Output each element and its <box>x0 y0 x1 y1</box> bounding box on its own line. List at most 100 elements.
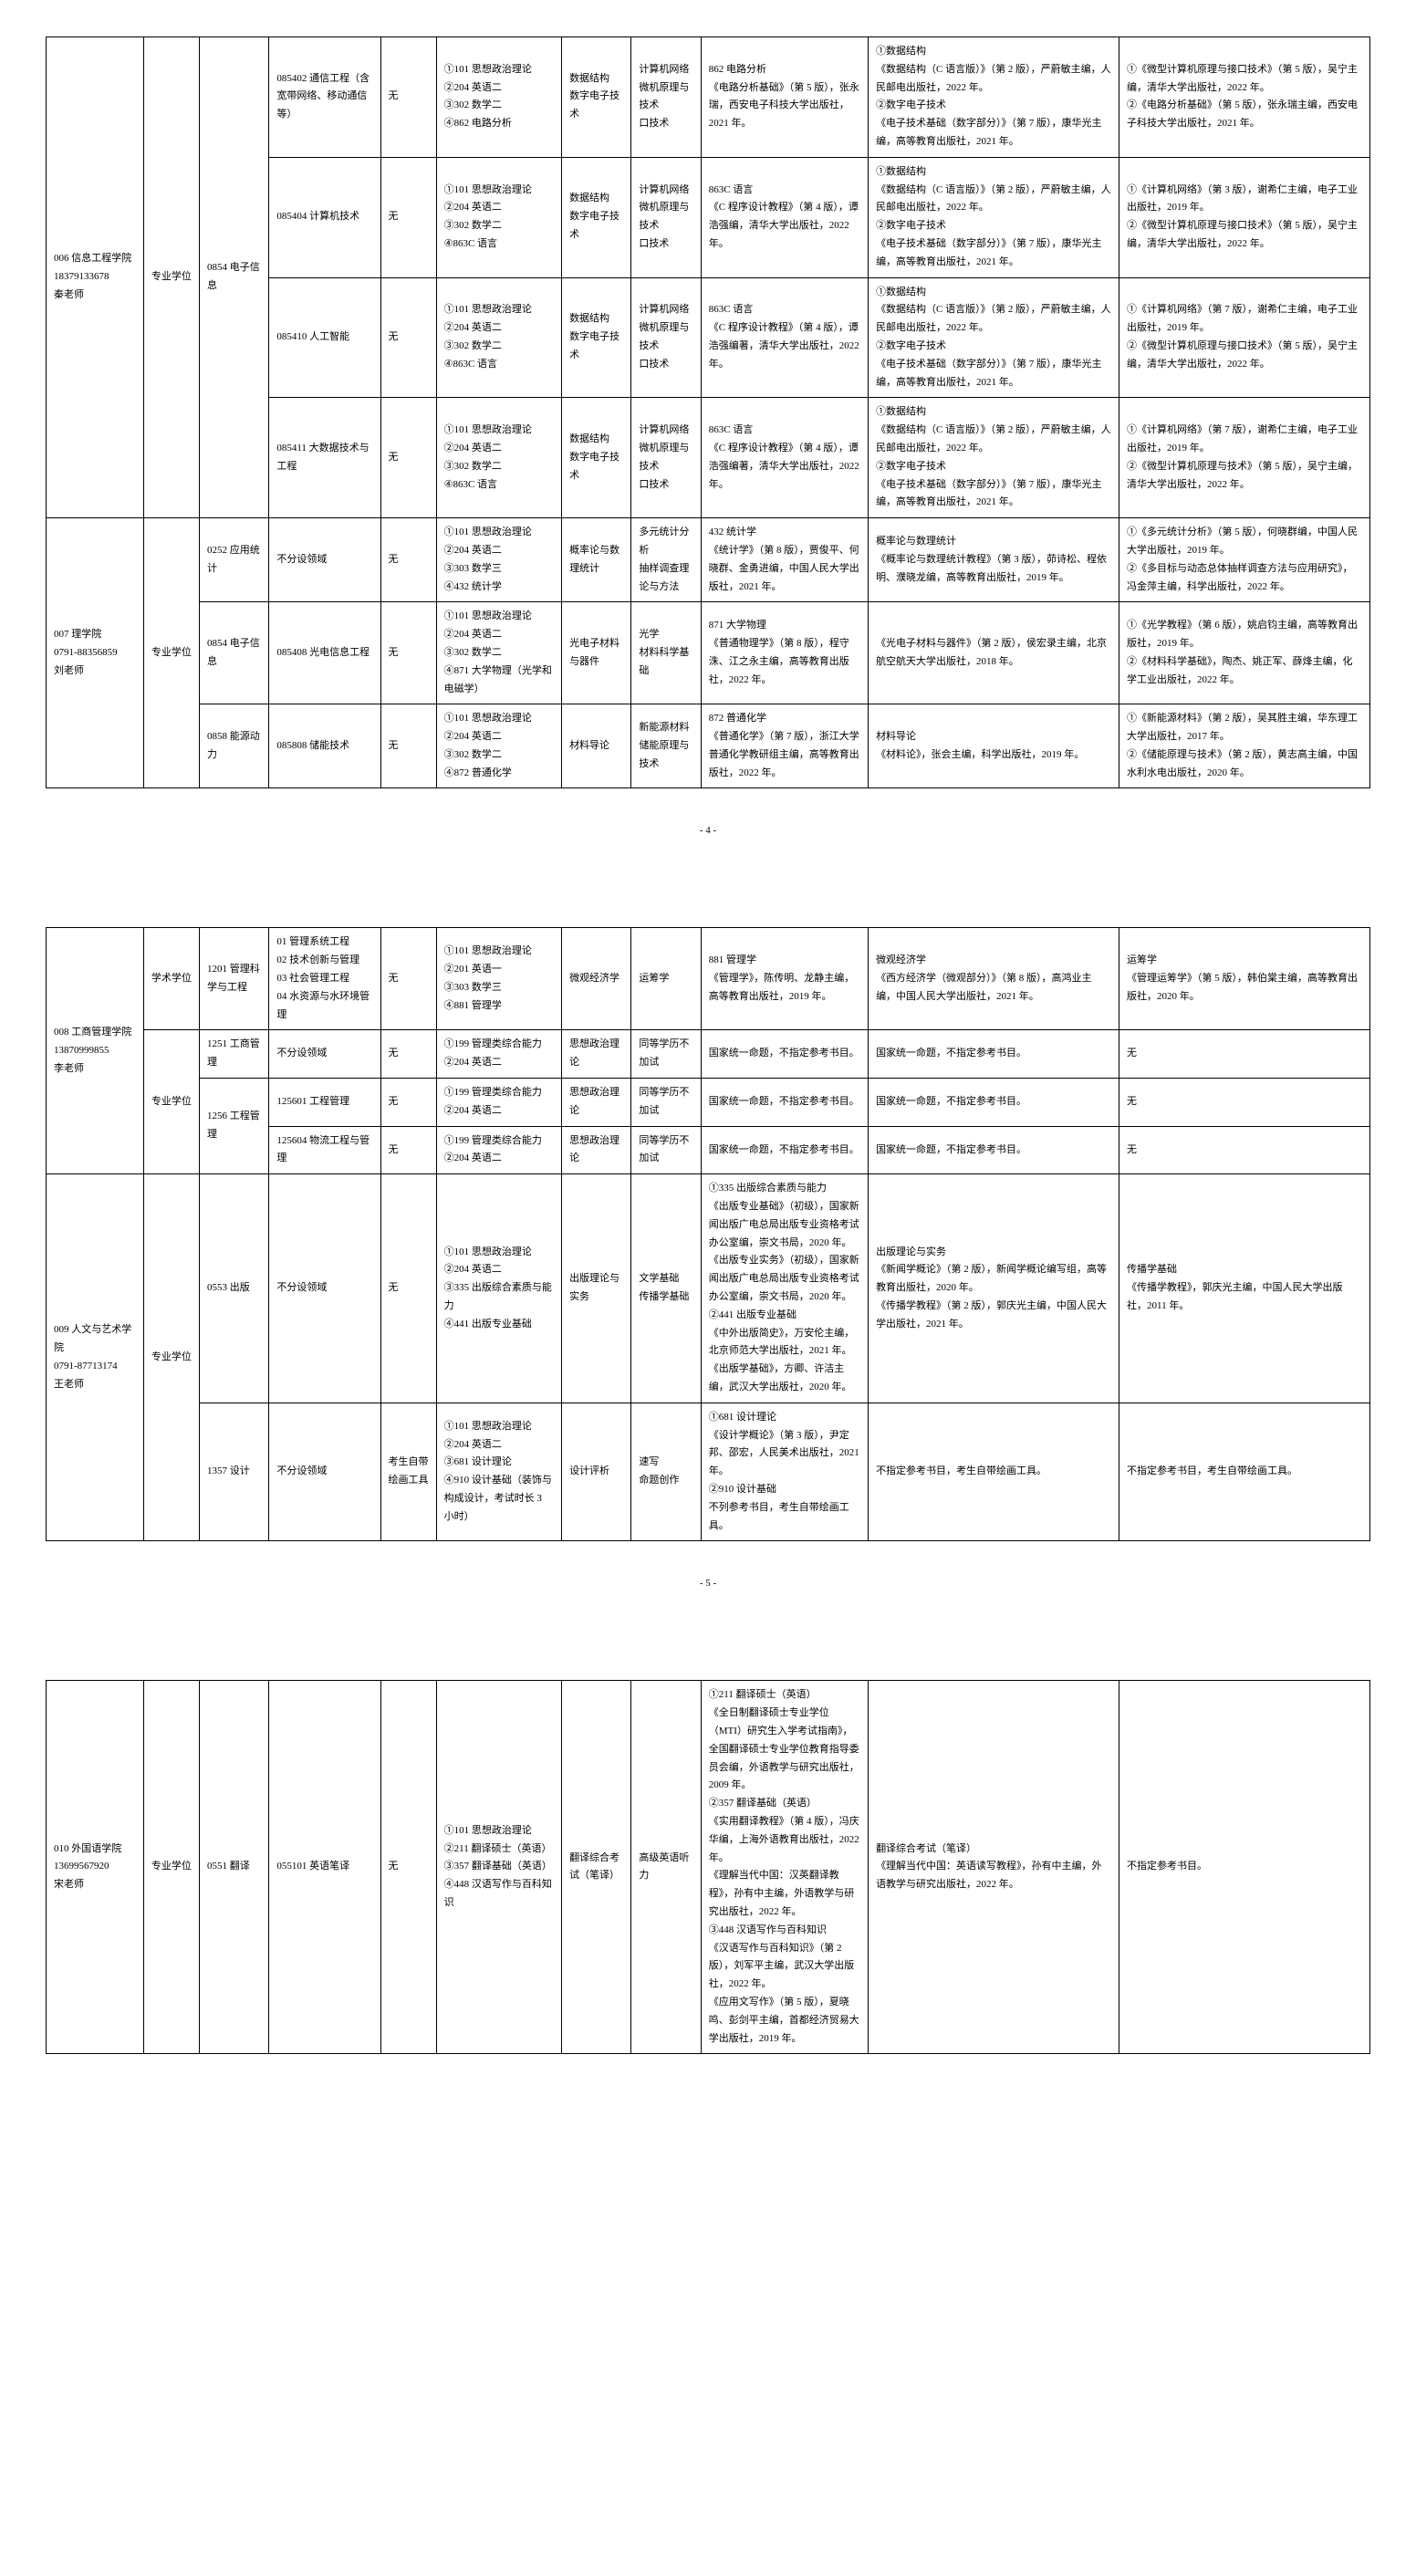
table-row: 007 理学院0791-88356859刘老师专业学位0252 应用统计不分设领… <box>47 518 1370 602</box>
direction-cell: 无 <box>380 1681 436 2054</box>
direction-cell: 考生自带绘画工具 <box>380 1403 436 1541</box>
ref1-cell: 不指定参考书目，考生自带绘画工具。 <box>869 1403 1119 1541</box>
ref2-cell: 传播学基础《传播学教程》，郭庆光主编，中国人民大学出版社，2011 年。 <box>1119 1174 1369 1403</box>
ref1-cell: 国家统一命题，不指定参考书目。 <box>869 1030 1119 1079</box>
exam-cell: ①101 思想政治理论②204 英语二③681 设计理论④910 设计基础（装饰… <box>436 1403 561 1541</box>
major-cell: 085808 储能技术 <box>269 704 380 788</box>
ref1-cell: 材料导论《材料论》，张会主编，科学出版社，2019 年。 <box>869 704 1119 788</box>
ref1-cell: ①数据结构《数据结构（C 语言版）》（第 2 版），严蔚敏主编，人民邮电出版社，… <box>869 157 1119 277</box>
subject2-cell: 同等学历不加试 <box>631 1126 701 1174</box>
subject1-cell: 思想政治理论 <box>562 1079 631 1127</box>
exam-cell: ①199 管理类综合能力②204 英语二 <box>436 1079 561 1127</box>
category-cell: 1357 设计 <box>199 1403 268 1541</box>
subject2-cell: 高级英语听力 <box>631 1681 701 2054</box>
subject3-cell: 863C 语言《C 程序设计教程》（第 4 版），谭浩强编著，清华大学出版社，2… <box>701 398 868 518</box>
major-cell: 085408 光电信息工程 <box>269 602 380 704</box>
subject3-cell: 国家统一命题，不指定参考书目。 <box>701 1030 868 1079</box>
subject2-cell: 同等学历不加试 <box>631 1079 701 1127</box>
page-3: 010 外国语学院13699567920宋老师专业学位0551 翻译055101… <box>0 1643 1416 2072</box>
subject3-cell: ①335 出版综合素质与能力《出版专业基础》（初级），国家新闻出版广电总局出版专… <box>701 1174 868 1403</box>
category-cell: 0854 电子信息 <box>199 37 268 518</box>
ref1-cell: 微观经济学《西方经济学（微观部分）》（第 8 版），高鸿业主编，中国人民大学出版… <box>869 928 1119 1030</box>
table-row: 专业学位1251 工商管理不分设领域无①199 管理类综合能力②204 英语二思… <box>47 1030 1370 1079</box>
major-cell: 085410 人工智能 <box>269 277 380 398</box>
exam-cell: ①101 思想政治理论②204 英语二③302 数学二④862 电路分析 <box>436 37 561 158</box>
subject3-cell: 872 普通化学《普通化学》（第 7 版），浙江大学普通化学教研组主编，高等教育… <box>701 704 868 788</box>
degree-cell: 专业学位 <box>143 1681 199 2054</box>
major-cell: 不分设领域 <box>269 1030 380 1079</box>
table-page-1: 006 信息工程学院18379133678秦老师专业学位0854 电子信息085… <box>46 37 1370 788</box>
ref1-cell: 翻译综合考试（笔译）《理解当代中国：英语读写教程》，孙有中主编，外语教学与研究出… <box>869 1681 1119 2054</box>
category-cell: 0252 应用统计 <box>199 518 268 602</box>
direction-cell: 无 <box>380 37 436 158</box>
ref2-cell: ①《计算机网络》（第 7 版），谢希仁主编，电子工业出版社，2019 年。②《微… <box>1119 277 1369 398</box>
table-row: 1357 设计不分设领域考生自带绘画工具①101 思想政治理论②204 英语二③… <box>47 1403 1370 1541</box>
subject2-cell: 文学基础传播学基础 <box>631 1174 701 1403</box>
major-cell: 125604 物流工程与管理 <box>269 1126 380 1174</box>
major-cell: 不分设领域 <box>269 518 380 602</box>
exam-cell: ①199 管理类综合能力②204 英语二 <box>436 1030 561 1079</box>
subject3-cell: 862 电路分析《电路分析基础》（第 5 版），张永瑞，西安电子科技大学出版社，… <box>701 37 868 158</box>
ref1-cell: ①数据结构《数据结构（C 语言版）》（第 2 版），严蔚敏主编，人民邮电出版社，… <box>869 277 1119 398</box>
table-row: 0854 电子信息085408 光电信息工程无①101 思想政治理论②204 英… <box>47 602 1370 704</box>
exam-cell: ①101 思想政治理论②211 翻译硕士（英语）③357 翻译基础（英语）④44… <box>436 1681 561 2054</box>
subject2-cell: 计算机网络微机原理与技术口技术 <box>631 157 701 277</box>
direction-cell: 无 <box>380 602 436 704</box>
subject2-cell: 运筹学 <box>631 928 701 1030</box>
major-cell: 125601 工程管理 <box>269 1079 380 1127</box>
dept-cell: 008 工商管理学院13870999855李老师 <box>47 928 144 1174</box>
major-cell: 085404 计算机技术 <box>269 157 380 277</box>
subject3-cell: ①681 设计理论《设计学概论》（第 3 版），尹定邦、邵宏，人民美术出版社，2… <box>701 1403 868 1541</box>
table-row: 009 人文与艺术学院0791-87713174王老师专业学位0553 出版不分… <box>47 1174 1370 1403</box>
direction-cell: 无 <box>380 704 436 788</box>
table-row: 010 外国语学院13699567920宋老师专业学位0551 翻译055101… <box>47 1681 1370 2054</box>
subject3-cell: 881 管理学《管理学》，陈传明、龙静主编，高等教育出版社，2019 年。 <box>701 928 868 1030</box>
category-cell: 0858 能源动力 <box>199 704 268 788</box>
major-cell: 01 管理系统工程02 技术创新与管理03 社会管理工程04 水资源与水环境管理 <box>269 928 380 1030</box>
major-cell: 085411 大数据技术与工程 <box>269 398 380 518</box>
ref2-cell: 不指定参考书目。 <box>1119 1681 1369 2054</box>
subject1-cell: 设计评析 <box>562 1403 631 1541</box>
direction-cell: 无 <box>380 398 436 518</box>
exam-cell: ①101 思想政治理论②204 英语二③302 数学二④863C 语言 <box>436 398 561 518</box>
subject1-cell: 数据结构数字电子技术 <box>562 37 631 158</box>
page-number-5: - 5 - <box>0 1559 1416 1643</box>
table-row: 0858 能源动力085808 储能技术无①101 思想政治理论②204 英语二… <box>47 704 1370 788</box>
ref2-cell: ①《多元统计分析》（第 5 版），何晓群编，中国人民大学出版社，2019 年。②… <box>1119 518 1369 602</box>
direction-cell: 无 <box>380 1126 436 1174</box>
table-row: 1256 工程管理125601 工程管理无①199 管理类综合能力②204 英语… <box>47 1079 1370 1127</box>
direction-cell: 无 <box>380 1079 436 1127</box>
major-cell: 055101 英语笔译 <box>269 1681 380 2054</box>
dept-cell: 009 人文与艺术学院0791-87713174王老师 <box>47 1174 144 1541</box>
subject1-cell: 出版理论与实务 <box>562 1174 631 1403</box>
subject1-cell: 概率论与数理统计 <box>562 518 631 602</box>
subject1-cell: 数据结构数字电子技术 <box>562 157 631 277</box>
exam-cell: ①101 思想政治理论②204 英语二③302 数学二④863C 语言 <box>436 277 561 398</box>
subject2-cell: 计算机网络微机原理与技术口技术 <box>631 37 701 158</box>
subject3-cell: 871 大学物理《普通物理学》（第 8 版），程守洙、江之永主编，高等教育出版社… <box>701 602 868 704</box>
dept-cell: 006 信息工程学院18379133678秦老师 <box>47 37 144 518</box>
subject1-cell: 思想政治理论 <box>562 1126 631 1174</box>
ref1-cell: 概率论与数理统计《概率论与数理统计教程》（第 3 版），茆诗松、程依明、濮晓龙编… <box>869 518 1119 602</box>
degree-cell: 学术学位 <box>143 928 199 1030</box>
exam-cell: ①101 思想政治理论②204 英语二③335 出版综合素质与能力④441 出版… <box>436 1174 561 1403</box>
subject2-cell: 计算机网络微机原理与技术口技术 <box>631 398 701 518</box>
ref2-cell: 无 <box>1119 1126 1369 1174</box>
ref2-cell: ①《计算机网络》（第 7 版），谢希仁主编，电子工业出版社，2019 年。②《微… <box>1119 398 1369 518</box>
ref1-cell: 《光电子材料与器件》（第 2 版），侯宏录主编，北京航空航天大学出版社，2018… <box>869 602 1119 704</box>
direction-cell: 无 <box>380 1030 436 1079</box>
subject1-cell: 数据结构数字电子技术 <box>562 277 631 398</box>
dept-cell: 010 外国语学院13699567920宋老师 <box>47 1681 144 2054</box>
subject1-cell: 光电子材料与器件 <box>562 602 631 704</box>
major-cell: 不分设领域 <box>269 1174 380 1403</box>
subject3-cell: 432 统计学《统计学》（第 8 版），贾俊平、何晓群、金勇进编，中国人民大学出… <box>701 518 868 602</box>
page-2: 008 工商管理学院13870999855李老师学术学位1201 管理科学与工程… <box>0 891 1416 1559</box>
category-cell: 1256 工程管理 <box>199 1079 268 1174</box>
ref1-cell: 国家统一命题，不指定参考书目。 <box>869 1079 1119 1127</box>
subject1-cell: 微观经济学 <box>562 928 631 1030</box>
category-cell: 0551 翻译 <box>199 1681 268 2054</box>
exam-cell: ①101 思想政治理论②201 英语一③303 数学三④881 管理学 <box>436 928 561 1030</box>
ref2-cell: 无 <box>1119 1079 1369 1127</box>
direction-cell: 无 <box>380 277 436 398</box>
subject2-cell: 同等学历不加试 <box>631 1030 701 1079</box>
